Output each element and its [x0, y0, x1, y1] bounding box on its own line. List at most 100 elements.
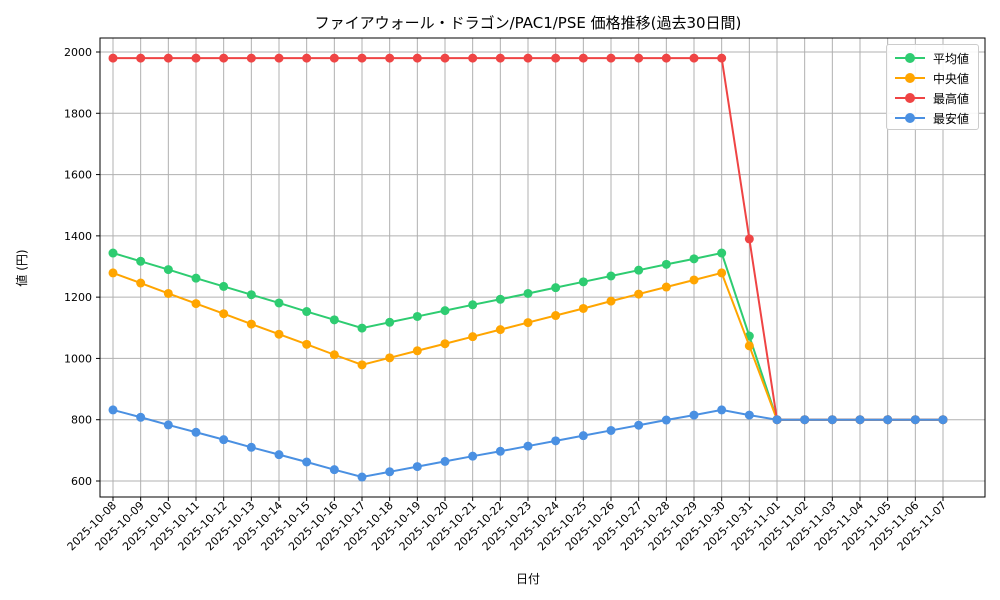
- y-tick-label: 2000: [64, 46, 92, 59]
- data-point: [329, 465, 339, 475]
- data-point: [551, 283, 561, 293]
- data-point: [108, 248, 118, 258]
- y-tick-label: 1200: [64, 291, 92, 304]
- data-point: [412, 462, 422, 472]
- legend-label: 平均値: [933, 52, 970, 66]
- data-point: [634, 420, 644, 430]
- data-point: [661, 53, 671, 63]
- y-axis-ticks: 600 800 1000 1200 1400 1600 1800 2000: [64, 46, 100, 488]
- data-point: [689, 254, 699, 264]
- data-point: [191, 299, 201, 309]
- data-point: [495, 446, 505, 456]
- data-point: [606, 296, 616, 306]
- data-point: [717, 268, 727, 278]
- data-point: [883, 415, 893, 425]
- data-point: [136, 256, 146, 266]
- data-point: [136, 278, 146, 288]
- data-point: [108, 53, 118, 63]
- data-point: [302, 307, 312, 317]
- data-point: [412, 346, 422, 356]
- data-point: [578, 303, 588, 313]
- data-point: [938, 415, 948, 425]
- data-point: [468, 451, 478, 461]
- y-axis-label: 値 (円): [14, 249, 29, 286]
- data-point: [606, 53, 616, 63]
- data-point: [302, 339, 312, 349]
- data-point: [274, 53, 284, 63]
- data-point: [661, 282, 671, 292]
- data-point: [219, 435, 229, 445]
- data-point: [108, 405, 118, 415]
- data-point: [329, 53, 339, 63]
- data-point: [385, 353, 395, 363]
- data-point: [606, 271, 616, 281]
- data-point: [357, 472, 367, 482]
- data-point: [744, 234, 754, 244]
- y-tick-label: 1600: [64, 169, 92, 182]
- data-point: [634, 289, 644, 299]
- data-point: [523, 288, 533, 298]
- data-point: [661, 415, 671, 425]
- data-point: [412, 53, 422, 63]
- grid-lines: [100, 38, 985, 497]
- data-point: [302, 53, 312, 63]
- data-point: [772, 415, 782, 425]
- data-point: [495, 53, 505, 63]
- data-point: [634, 53, 644, 63]
- legend-label: 最高値: [933, 92, 970, 106]
- legend-item: 最高値: [887, 88, 978, 108]
- data-point: [329, 315, 339, 325]
- data-point: [468, 300, 478, 310]
- data-point: [329, 350, 339, 360]
- legend-item: 最安値: [887, 108, 978, 128]
- data-point: [440, 339, 450, 349]
- data-point: [191, 53, 201, 63]
- legend: 平均値 中央値 最高値 最安値: [886, 44, 979, 130]
- data-point: [717, 248, 727, 258]
- data-point: [246, 319, 256, 329]
- data-point: [108, 268, 118, 278]
- data-point: [578, 431, 588, 441]
- y-tick-label: 1400: [64, 230, 92, 243]
- x-axis-ticks: 2025-10-082025-10-092025-10-102025-10-11…: [65, 497, 949, 553]
- data-point: [523, 318, 533, 328]
- data-point: [385, 53, 395, 63]
- data-point: [163, 53, 173, 63]
- data-point: [689, 275, 699, 285]
- data-point: [440, 306, 450, 316]
- data-point: [523, 53, 533, 63]
- data-point: [163, 288, 173, 298]
- data-point: [855, 415, 865, 425]
- data-point: [302, 457, 312, 467]
- data-point: [136, 53, 146, 63]
- data-point: [246, 290, 256, 300]
- data-point: [246, 442, 256, 452]
- data-point: [578, 53, 588, 63]
- legend-marker-icon: [905, 53, 915, 63]
- legend-label: 最安値: [933, 112, 970, 126]
- plot-frame: [99, 37, 986, 498]
- data-point: [219, 281, 229, 291]
- data-point: [219, 309, 229, 319]
- data-point: [744, 410, 754, 420]
- data-point: [495, 294, 505, 304]
- data-point: [910, 415, 920, 425]
- data-point: [689, 53, 699, 63]
- data-point: [136, 412, 146, 422]
- data-point: [163, 420, 173, 430]
- chart-title: ファイアウォール・ドラゴン/PAC1/PSE 価格推移(過去30日間): [314, 14, 742, 32]
- series-最安値: [108, 405, 948, 482]
- legend-marker-icon: [905, 93, 915, 103]
- data-point: [689, 410, 699, 420]
- y-tick-label: 600: [71, 475, 92, 488]
- data-point: [800, 415, 810, 425]
- data-point: [191, 273, 201, 283]
- data-point: [385, 317, 395, 327]
- y-tick-label: 800: [71, 414, 92, 427]
- data-point: [219, 53, 229, 63]
- data-point: [246, 53, 256, 63]
- x-axis-label: 日付: [516, 572, 540, 586]
- data-point: [274, 450, 284, 460]
- y-tick-label: 1800: [64, 107, 92, 120]
